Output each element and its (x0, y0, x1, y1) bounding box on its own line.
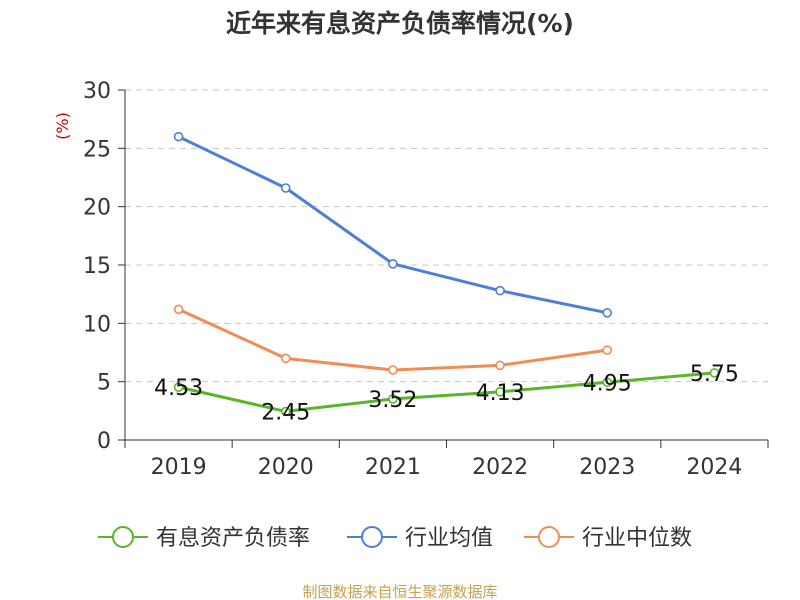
series-0-point[interactable] (602, 377, 613, 388)
y-tick-label: 20 (83, 196, 111, 221)
legend-label[interactable]: 行业均值 (405, 526, 493, 551)
series-line-2 (177, 307, 608, 372)
x-tick-label: 2020 (258, 455, 314, 480)
chart-title: 近年来有息资产负债率情况(%) (226, 9, 574, 38)
series-2-point[interactable] (602, 345, 613, 355)
series-2-point[interactable] (495, 360, 505, 371)
series-1-point[interactable] (495, 285, 505, 296)
legend-label[interactable]: 有息资产负债率 (156, 526, 310, 551)
data-label: 4.53 (154, 376, 203, 401)
data-label: 2.45 (261, 400, 310, 425)
grid (125, 89, 768, 383)
series-2-point[interactable] (388, 365, 398, 375)
legend-marker-1[interactable] (361, 526, 383, 548)
series-line-0 (178, 371, 715, 413)
source-note: 制图数据来自恒生聚源数据库 (302, 583, 497, 600)
series-0-point[interactable] (173, 382, 184, 392)
y-axis-unit: (%) (53, 112, 72, 140)
y-tick-label: 30 (83, 79, 111, 104)
series-1-point[interactable] (173, 131, 184, 142)
series-0-point[interactable] (280, 406, 291, 417)
x-tick-label: 2023 (579, 455, 635, 480)
series-2-point[interactable] (173, 304, 184, 315)
y-tick-label: 10 (83, 312, 111, 337)
legend-label[interactable]: 行业中位数 (582, 526, 692, 551)
series (173, 131, 720, 417)
series-1-point[interactable] (280, 183, 291, 193)
x-tick-label: 2022 (472, 455, 528, 480)
series-1-point[interactable] (388, 259, 398, 269)
data-label: 5.75 (690, 362, 739, 387)
series-0-point[interactable] (709, 368, 720, 378)
y-tick-label: 0 (97, 429, 111, 454)
x-tick-label: 2021 (365, 455, 421, 480)
data-label: 4.95 (583, 371, 632, 396)
data-labels: 4.53 2.45 3.52 4.13 4.95 5.75 (154, 362, 739, 426)
axes: 0 5 10 15 20 25 30 2019 2020 2021 2022 2023 2024 (83, 79, 769, 480)
data-label: 4.13 (476, 381, 525, 406)
y-tick-label: 15 (83, 254, 111, 279)
series-0-point[interactable] (495, 387, 505, 397)
legend-marker-2[interactable] (538, 526, 560, 548)
x-tick-label: 2019 (151, 455, 207, 480)
data-label: 3.52 (368, 388, 417, 413)
x-tick-label: 2024 (686, 455, 742, 480)
legend-marker-0[interactable] (112, 526, 134, 548)
y-tick-label: 25 (83, 137, 111, 162)
series-line-1 (177, 135, 608, 315)
y-tick-label: 5 (97, 371, 111, 396)
series-1-point[interactable] (602, 308, 613, 318)
legend[interactable]: 有息资产负债率 行业均值 行业中位数 (98, 526, 692, 551)
series-2-point[interactable] (280, 353, 291, 364)
series-0-point[interactable] (388, 394, 398, 404)
